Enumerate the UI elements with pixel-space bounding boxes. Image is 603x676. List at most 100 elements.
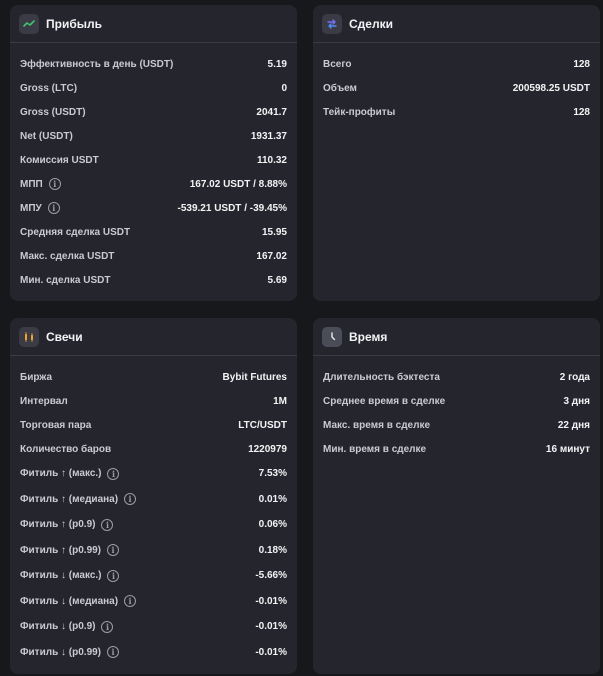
candles-row-label-text: Торговая пара xyxy=(20,419,92,431)
candles-row-label-text: Фитиль ↓ (p0.9) xyxy=(20,621,96,633)
candles-row: Интервал 1M xyxy=(20,389,287,413)
clock-icon xyxy=(322,326,342,347)
info-icon[interactable]: i xyxy=(124,595,137,608)
profit-row-label: Макс. сделка USDT xyxy=(20,251,114,262)
info-icon[interactable]: i xyxy=(47,202,60,214)
profit-row-label: МПУ i xyxy=(20,202,60,214)
candles-row: Фитиль ↑ (медиана) i 0.01% xyxy=(20,487,287,513)
time-row-label: Макс. время в сделке xyxy=(323,420,430,431)
deals-row-value: 128 xyxy=(573,106,590,118)
profit-row-label: Мин. сделка USDT xyxy=(20,275,110,286)
candles-row-value: -0.01% xyxy=(255,646,287,658)
candles-row-value: -0.01% xyxy=(255,621,287,633)
candles-row: Фитиль ↑ (p0.99) i 0.18% xyxy=(20,538,287,564)
candles-row-label-text: Интервал xyxy=(20,395,68,407)
time-row: Мин. время в сделке 16 минут xyxy=(323,437,590,461)
candles-row: Биржа Bybit Futures xyxy=(20,365,287,389)
deals-row-label-text: Объем xyxy=(323,82,357,94)
candles-icon xyxy=(19,326,39,347)
time-row-label: Длительность бэктеста xyxy=(323,372,440,383)
candles-row-label-text: Фитиль ↓ (медиана) xyxy=(20,595,119,607)
info-icon[interactable]: i xyxy=(101,620,114,633)
profit-card-header: Прибыль xyxy=(10,5,297,43)
candles-row-value: LTC/USDT xyxy=(238,419,287,431)
candles-row-label: Фитиль ↑ (p0.9) i xyxy=(20,518,114,531)
candles-row-value: 0.06% xyxy=(258,519,287,531)
profit-row-value: 1931.37 xyxy=(250,130,287,142)
time-row: Среднее время в сделке 3 дня xyxy=(323,389,590,413)
candles-row: Количество баров 1220979 xyxy=(20,437,287,461)
profit-row-value: -539.21 USDT / -39.45% xyxy=(177,202,288,214)
candles-row-value: 0.18% xyxy=(258,544,287,556)
profit-row-label: Комиссия USDT xyxy=(20,155,99,166)
profit-row-label-text: Макс. сделка USDT xyxy=(20,250,115,262)
profit-row-value: 15.95 xyxy=(261,226,287,238)
candles-row-label: Интервал xyxy=(20,396,68,407)
time-row-value: 2 года xyxy=(559,371,590,383)
info-icon[interactable]: i xyxy=(124,493,137,506)
profit-row-label-text: МПУ xyxy=(20,202,42,214)
candles-row-label-text: Фитиль ↑ (медиана) xyxy=(20,493,119,505)
deals-row-label: Тейк-профиты xyxy=(323,107,395,118)
candles-row: Фитиль ↑ (макс.) i 7.53% xyxy=(20,461,287,487)
time-row-label-text: Макс. время в сделке xyxy=(323,419,431,431)
candles-row-value: Bybit Futures xyxy=(222,371,287,383)
info-icon[interactable]: i xyxy=(48,178,61,190)
time-row: Длительность бэктеста 2 года xyxy=(323,365,590,389)
profit-row-value: 5.69 xyxy=(267,274,287,286)
profit-row-label: Средняя сделка USDT xyxy=(20,227,130,238)
time-rows: Длительность бэктеста 2 года Среднее время… xyxy=(313,356,600,461)
profit-row-value: 0 xyxy=(281,82,287,94)
candles-row-label: Фитиль ↑ (макс.) i xyxy=(20,467,120,480)
candles-row-label: Торговая пара xyxy=(20,420,91,431)
profit-card: Прибыль Эффективность в день (USDT) 5.19 G… xyxy=(10,5,297,301)
candles-row-label-text: Биржа xyxy=(20,371,53,383)
deals-card: Сделки Всего 128 Объем 200598.25 USDT Тейк-п… xyxy=(313,5,600,301)
info-icon[interactable]: i xyxy=(107,467,120,480)
profit-row-label-text: Gross (USDT) xyxy=(20,106,86,118)
candles-card-title: Свечи xyxy=(46,329,83,344)
candles-row: Фитиль ↓ (медиана) i -0.01% xyxy=(20,589,287,615)
profit-row-label: МПП i xyxy=(20,178,61,190)
profit-row: МПП i 167.02 USDT / 8.88% xyxy=(20,172,287,196)
profit-row-label-text: Мин. сделка USDT xyxy=(20,274,111,286)
time-card: Время Длительность бэктеста 2 года Среднее… xyxy=(313,318,600,674)
info-icon[interactable]: i xyxy=(101,518,114,531)
deals-row: Всего 128 xyxy=(323,52,590,76)
candles-row: Фитиль ↓ (макс.) i -5.66% xyxy=(20,563,287,589)
candles-row-label: Фитиль ↑ (p0.99) i xyxy=(20,544,120,557)
profit-row-label-text: Net (USDT) xyxy=(20,130,73,142)
candles-row-label-text: Фитиль ↑ (макс.) xyxy=(20,468,102,480)
candles-row-value: 0.01% xyxy=(258,493,287,505)
candles-row: Фитиль ↓ (p0.9) i -0.01% xyxy=(20,614,287,640)
profit-row-label-text: Эффективность в день (USDT) xyxy=(20,58,174,70)
candles-row-label-text: Фитиль ↓ (макс.) xyxy=(20,570,102,582)
deals-row-label-text: Всего xyxy=(323,58,352,70)
profit-row-label: Gross (USDT) xyxy=(20,107,86,118)
deals-row: Тейк-профиты 128 xyxy=(323,100,590,124)
candles-row: Фитиль ↓ (p0.99) i -0.01% xyxy=(20,640,287,666)
info-icon[interactable]: i xyxy=(107,646,120,659)
candles-row-label: Количество баров xyxy=(20,444,111,455)
info-icon[interactable]: i xyxy=(107,569,120,582)
info-icon[interactable]: i xyxy=(107,544,120,557)
profit-row-label-text: МПП xyxy=(20,178,43,190)
candles-row: Фитиль ↑ (p0.9) i 0.06% xyxy=(20,512,287,538)
candles-row-value: 7.53% xyxy=(258,468,287,480)
candles-card: Свечи Биржа Bybit Futures Интервал 1M Торгов… xyxy=(10,318,297,674)
chart-line-icon xyxy=(19,13,39,34)
deals-row-value: 200598.25 USDT xyxy=(512,82,590,94)
profit-row: МПУ i -539.21 USDT / -39.45% xyxy=(20,196,287,220)
profit-row-label-text: Комиссия USDT xyxy=(20,154,99,166)
profit-row: Эффективность в день (USDT) 5.19 xyxy=(20,52,287,76)
time-card-header: Время xyxy=(313,318,600,356)
candles-rows: Биржа Bybit Futures Интервал 1M Торговая пар… xyxy=(10,356,297,665)
profit-card-title: Прибыль xyxy=(46,16,102,31)
swap-arrows-icon xyxy=(322,13,342,34)
candles-row-label-text: Фитиль ↓ (p0.99) xyxy=(20,646,102,658)
time-row-label-text: Длительность бэктеста xyxy=(323,371,440,383)
profit-row: Макс. сделка USDT 167.02 xyxy=(20,244,287,268)
candles-row-label: Фитиль ↓ (p0.9) i xyxy=(20,620,114,633)
profit-row: Мин. сделка USDT 5.69 xyxy=(20,268,287,292)
profit-row-value: 2041.7 xyxy=(256,106,287,118)
